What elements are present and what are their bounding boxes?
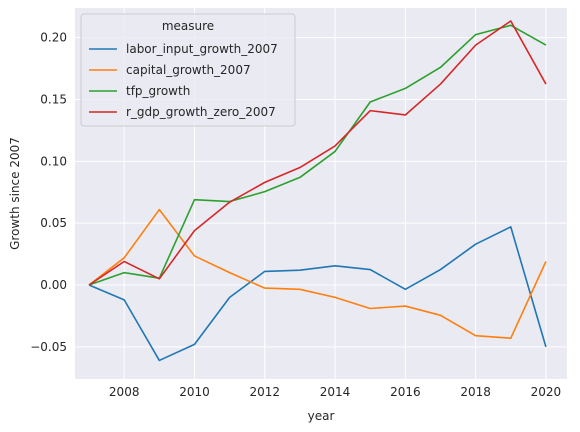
x-tick-label: 2020 bbox=[531, 385, 562, 399]
y-tick-label: −0.05 bbox=[30, 340, 67, 354]
series-line-labor_input_growth_2007 bbox=[88, 226, 547, 362]
series-line-capital_growth_2007 bbox=[88, 208, 547, 339]
legend-items: labor_input_growth_2007 capital_growth_20… bbox=[89, 42, 278, 119]
x-tick-label: 2018 bbox=[460, 385, 491, 399]
y-tick-label: 0.05 bbox=[40, 216, 67, 230]
y-tick-label: 0.00 bbox=[40, 278, 67, 292]
y-axis-title: Growth since 2007 bbox=[8, 137, 22, 250]
y-axis-ticks: −0.05 0.00 0.05 0.10 0.15 0.20 bbox=[30, 31, 67, 354]
legend-title: measure bbox=[162, 19, 214, 33]
y-tick-label: 0.10 bbox=[40, 154, 67, 168]
y-tick-label: 0.15 bbox=[40, 93, 67, 107]
series-line-tfp_growth bbox=[88, 24, 547, 286]
legend: measure labor_input_growth_2007 capital_g… bbox=[80, 13, 296, 127]
legend-entry: r_gdp_growth_zero_2007 bbox=[126, 105, 276, 119]
series-lines bbox=[88, 20, 547, 362]
x-axis-title: year bbox=[308, 409, 335, 423]
legend-box bbox=[80, 13, 296, 127]
legend-entry: tfp_growth bbox=[126, 84, 190, 98]
x-tick-label: 2010 bbox=[179, 385, 210, 399]
y-tick-label: 0.20 bbox=[40, 31, 67, 45]
legend-entry: capital_growth_2007 bbox=[126, 63, 251, 77]
legend-entry: labor_input_growth_2007 bbox=[126, 42, 278, 56]
x-tick-label: 2008 bbox=[109, 385, 140, 399]
x-tick-label: 2016 bbox=[390, 385, 421, 399]
x-tick-label: 2014 bbox=[320, 385, 351, 399]
x-tick-label: 2012 bbox=[249, 385, 280, 399]
series-line-r_gdp_growth_zero_2007 bbox=[88, 20, 547, 286]
x-axis-ticks: 2008 2010 2012 2014 2016 2018 2020 bbox=[109, 385, 561, 399]
